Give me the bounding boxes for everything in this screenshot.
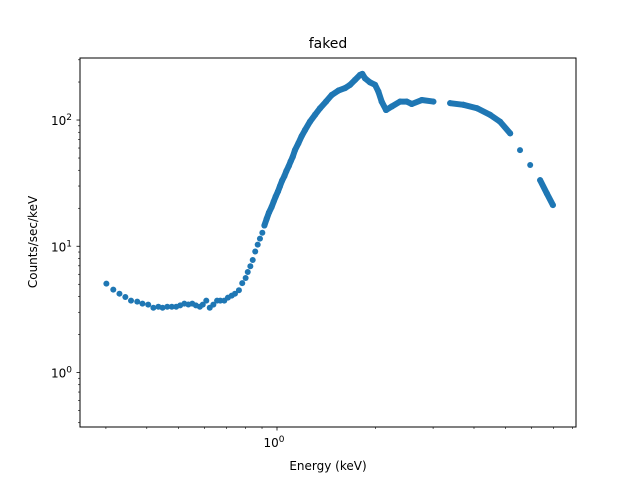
data-point [116, 290, 123, 297]
data-point [487, 111, 494, 118]
data-point [362, 75, 369, 82]
data-point [110, 286, 117, 293]
data-point [295, 140, 302, 147]
data-point [306, 118, 313, 125]
data-point [145, 301, 152, 308]
y-tick-label: 101 [51, 239, 72, 254]
data-point [210, 301, 217, 308]
plot-frame [79, 57, 577, 428]
data-point [199, 301, 206, 308]
data-point [103, 280, 110, 287]
data-point [517, 147, 524, 154]
data-point [287, 158, 294, 165]
data-point [244, 269, 251, 276]
data-point [281, 173, 288, 180]
data-point [283, 168, 290, 175]
data-point [265, 209, 272, 216]
data-point [372, 81, 379, 88]
data-point [235, 287, 242, 294]
data-point [302, 127, 309, 134]
data-point [247, 263, 254, 270]
data-point [139, 300, 146, 307]
data-point [128, 297, 135, 304]
data-point [252, 248, 259, 255]
data-point [261, 222, 268, 229]
data-point [159, 304, 166, 311]
data-point [418, 97, 425, 104]
data-point [328, 91, 335, 98]
data-point [366, 79, 373, 86]
data-point [274, 188, 281, 195]
data-point [375, 88, 382, 95]
data-point [317, 105, 324, 112]
data-point [403, 98, 410, 105]
data-points [103, 70, 556, 311]
data-point [447, 100, 454, 107]
data-point [268, 203, 275, 210]
data-point [263, 215, 270, 222]
data-point [460, 101, 467, 108]
data-point [383, 107, 390, 114]
data-point [270, 198, 277, 205]
data-point [276, 183, 283, 190]
data-point [134, 298, 141, 305]
x-axis-label: Energy (keV) [289, 459, 366, 473]
data-point [249, 257, 256, 264]
data-point [388, 103, 395, 110]
data-point [291, 147, 298, 154]
data-point [352, 76, 359, 83]
data-point [497, 118, 504, 125]
data-point [527, 162, 534, 169]
data-point [378, 98, 385, 105]
data-point [342, 85, 349, 92]
data-point [408, 100, 415, 107]
data-point [168, 303, 175, 310]
data-point [347, 81, 354, 88]
data-point [289, 153, 296, 160]
data-point [256, 235, 263, 242]
data-point [397, 98, 404, 105]
data-point [537, 177, 544, 184]
data-point [298, 133, 305, 140]
data-point [239, 280, 246, 287]
data-point [312, 111, 319, 118]
data-point [231, 290, 238, 297]
data-point [507, 130, 514, 137]
data-point [259, 229, 266, 236]
data-point [254, 241, 261, 248]
data-point [272, 193, 279, 200]
data-point [543, 190, 550, 197]
data-point [473, 105, 480, 112]
x-tick-label: 100 [263, 435, 284, 450]
data-point [430, 98, 437, 105]
chart-title: faked [309, 36, 348, 52]
y-axis-label: Counts/sec/keV [26, 195, 40, 288]
data-point [279, 177, 286, 184]
data-point [242, 275, 249, 282]
data-point [323, 98, 330, 105]
data-point [359, 70, 366, 77]
data-point [549, 202, 556, 209]
data-point [203, 297, 210, 304]
data-point [122, 294, 129, 301]
data-point [164, 303, 171, 310]
y-tick-label: 100 [51, 365, 72, 380]
data-point [285, 163, 292, 170]
y-tick-label: 102 [51, 113, 72, 128]
data-point [150, 304, 157, 311]
data-point [335, 87, 342, 94]
